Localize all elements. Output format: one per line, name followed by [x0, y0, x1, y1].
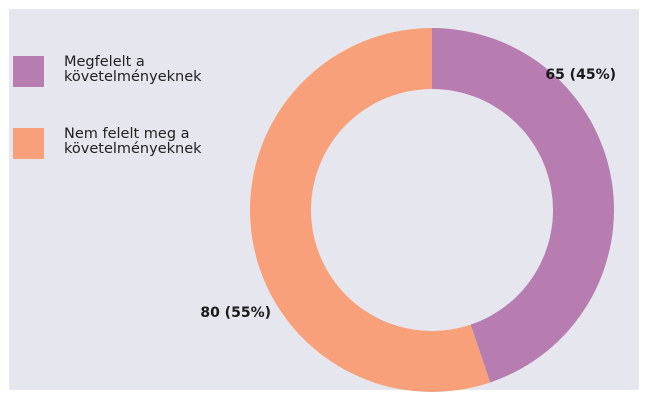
donut-slice-nem-felelt-meg — [249, 28, 491, 393]
data-label-megfelelt: 65 (45%) — [545, 67, 616, 83]
legend-item-megfelelt: Megfelelt a követelményeknek — [13, 55, 234, 87]
legend-label-megfelelt: Megfelelt a követelményeknek — [64, 54, 202, 85]
donut-slice-megfelelt — [432, 28, 614, 383]
legend-swatch-nem-felelt-meg — [13, 128, 44, 159]
data-label-nem-felelt-meg: 80 (55%) — [200, 305, 271, 321]
legend-item-nem-felelt-meg: Nem felelt meg a követelményeknek — [13, 127, 234, 159]
legend-swatch-megfelelt — [13, 56, 44, 87]
legend-label-nem-felelt-meg: Nem felelt meg a követelményeknek — [64, 126, 202, 157]
